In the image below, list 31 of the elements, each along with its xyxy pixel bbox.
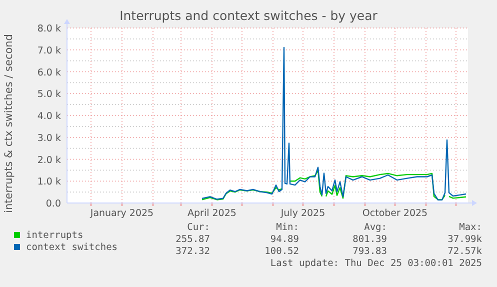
text: Last update: Thu Dec 25 03:00:01 2025 — [270, 258, 482, 269]
x-tick-label: April 2025 — [188, 208, 236, 219]
text: 72.57k — [448, 246, 482, 257]
text: Cur: — [187, 222, 210, 233]
text: 37.99k — [448, 234, 482, 245]
chart-title: Interrupts and context switches - by year — [120, 8, 378, 23]
text: 372.32 — [176, 246, 210, 257]
text: 255.87 — [176, 234, 210, 245]
legend-label: interrupts — [26, 230, 84, 241]
y-tick-label: 0.0 — [46, 198, 61, 210]
y-tick-label: 7.0 k — [37, 45, 62, 56]
y-tick-label: 5.0 k — [37, 89, 62, 100]
text: Min: — [276, 222, 299, 233]
text: 793.83 — [352, 246, 387, 257]
text: 801.39 — [352, 234, 388, 245]
x-tick-label: October 2025 — [362, 208, 428, 219]
x-tick-label: January 2025 — [89, 208, 154, 219]
text: Avg: — [364, 222, 387, 233]
text: 100.52 — [264, 246, 299, 257]
y-tick-label: 3.0 k — [37, 132, 62, 144]
y-tick-label: 4.0 k — [37, 111, 62, 122]
text: 94.89 — [270, 234, 300, 245]
y-tick-label: 6.0 k — [37, 67, 62, 78]
line-series — [201, 46, 467, 201]
y-tick-label: 2.0 k — [37, 154, 62, 166]
legend-label: context switches — [26, 242, 118, 253]
y-tick-label: 1.0 k — [37, 176, 62, 188]
y-tick-label: 8.0 k — [37, 24, 62, 34]
y-axis-title: interrupts & ctx switches / second — [3, 34, 15, 213]
text: Max: — [459, 222, 482, 233]
x-tick-label: July 2025 — [280, 208, 326, 219]
